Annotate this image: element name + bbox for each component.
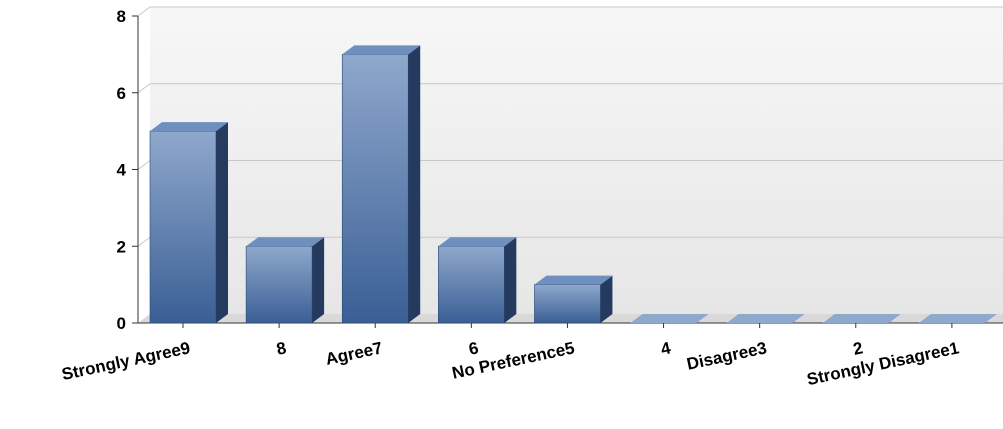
bar-front — [534, 284, 601, 324]
bar-front — [438, 245, 505, 324]
y-tick-label: 4 — [117, 161, 127, 180]
bar-front — [149, 130, 217, 324]
bar-side — [216, 122, 228, 323]
bar-side — [600, 275, 613, 323]
gridline-depth — [137, 83, 151, 94]
bar-top — [150, 122, 228, 132]
gridline-depth — [137, 6, 151, 17]
bar — [534, 275, 613, 324]
x-tick-label: Agree7 — [324, 338, 384, 369]
x-tick-label: 8 — [275, 338, 288, 359]
bar-top — [726, 314, 805, 323]
bar — [341, 45, 421, 324]
bar — [149, 122, 228, 324]
bar-front — [341, 54, 409, 324]
gridline-depth — [137, 236, 151, 247]
y-tick-label: 6 — [117, 84, 126, 103]
bar — [918, 314, 997, 323]
x-tick-label: 6 — [467, 338, 480, 359]
x-tick-label: Disagree3 — [685, 338, 768, 373]
bar-top — [918, 314, 997, 323]
gridline-depth — [137, 160, 151, 170]
x-tick-label: 2 — [851, 338, 864, 359]
bar-top — [342, 45, 421, 55]
bar-top — [822, 314, 901, 323]
x-tick-label: Strongly Agree9 — [60, 338, 192, 384]
bar-side — [504, 237, 517, 323]
bar-top — [630, 314, 709, 323]
bar-side — [408, 45, 421, 323]
x-tick-label: Strongly Disagree1 — [805, 338, 961, 389]
bar — [726, 314, 805, 323]
bar-top — [534, 275, 613, 285]
bar — [245, 237, 325, 324]
gridlines — [137, 6, 1003, 247]
y-tick-label: 2 — [117, 237, 126, 256]
bar-top — [246, 237, 325, 247]
bars — [149, 45, 997, 324]
y-tick-label: 0 — [117, 314, 126, 333]
bar — [822, 314, 901, 323]
x-tick-label: 4 — [659, 338, 673, 359]
bar-front — [245, 245, 313, 324]
x-axis-tick-labels: Strongly Agree9 8 Agree7 6No Preference5 4 Di… — [60, 338, 961, 389]
bar — [630, 314, 709, 323]
bar-top — [438, 237, 517, 247]
y-axis-tick-labels: 0 2 4 6 8 — [117, 7, 127, 333]
bar — [438, 237, 517, 324]
y-tick-label: 8 — [117, 7, 126, 26]
bar-side — [312, 237, 325, 323]
